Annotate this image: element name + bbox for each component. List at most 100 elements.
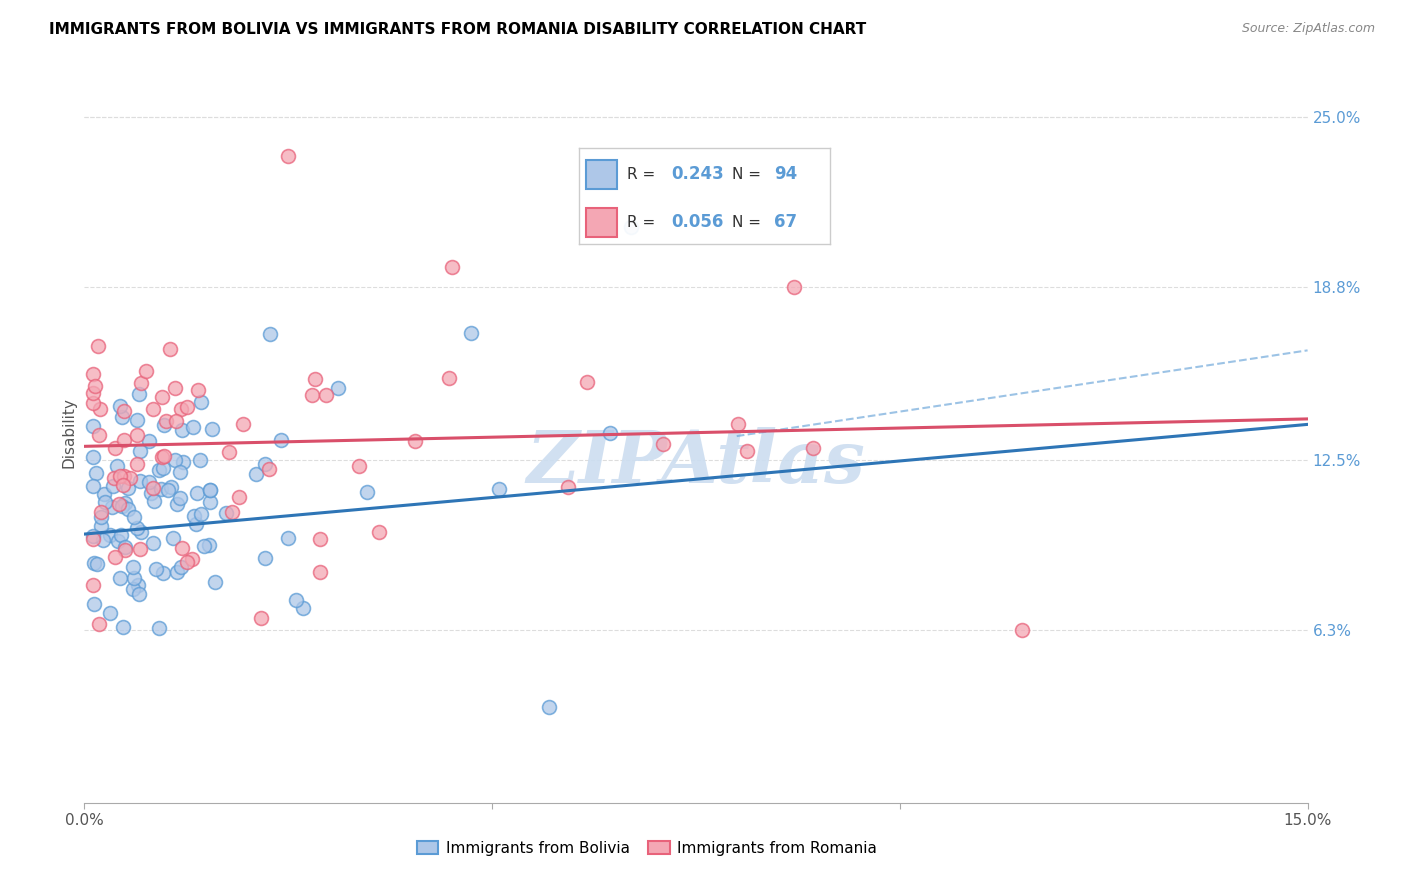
Y-axis label: Disability: Disability <box>60 397 76 468</box>
Point <box>129 376 152 391</box>
Point <box>170 423 193 437</box>
Point <box>82 418 104 433</box>
Point <box>186 485 208 500</box>
Point <box>148 463 170 477</box>
Point <box>145 562 167 576</box>
Point <box>460 326 482 341</box>
Text: N =: N = <box>731 167 766 182</box>
Point <box>254 458 277 472</box>
Point <box>138 475 160 489</box>
Text: 0.243: 0.243 <box>672 165 724 183</box>
Point <box>253 551 276 566</box>
Point <box>101 479 124 493</box>
Point <box>114 543 136 558</box>
Point <box>107 533 129 548</box>
Point <box>86 557 108 571</box>
Point <box>163 453 186 467</box>
Point <box>82 528 104 542</box>
Point <box>181 420 204 434</box>
Point <box>201 422 224 436</box>
Point <box>198 483 221 498</box>
Point <box>128 443 150 458</box>
Text: 94: 94 <box>775 165 797 183</box>
Point <box>170 541 193 555</box>
Point <box>117 501 139 516</box>
Point <box>122 571 145 585</box>
Point <box>135 364 157 378</box>
Point <box>128 587 150 601</box>
Point <box>326 381 349 395</box>
Point <box>186 517 208 532</box>
Point <box>129 475 152 489</box>
Text: R =: R = <box>627 167 659 182</box>
Point <box>153 417 176 432</box>
Point <box>200 495 222 509</box>
Point <box>232 417 254 432</box>
Point <box>111 500 134 514</box>
Point <box>127 578 149 592</box>
Point <box>127 413 149 427</box>
Point <box>228 490 250 504</box>
Point <box>128 541 150 556</box>
Point <box>172 455 194 469</box>
Point <box>82 478 104 492</box>
Point <box>308 532 330 546</box>
Point <box>93 487 115 501</box>
Point <box>308 565 330 579</box>
Point <box>404 434 426 448</box>
Text: 0.056: 0.056 <box>672 213 724 231</box>
Point <box>107 497 129 511</box>
Point <box>122 582 145 596</box>
Point <box>1011 623 1033 637</box>
Point <box>89 428 111 442</box>
Point <box>152 460 174 475</box>
Point <box>356 485 378 500</box>
Point <box>104 550 127 565</box>
Point <box>576 375 599 389</box>
Point <box>150 450 173 464</box>
FancyBboxPatch shape <box>586 160 616 188</box>
Point <box>165 414 187 428</box>
Point <box>176 555 198 569</box>
Point <box>112 469 135 483</box>
Point <box>347 458 370 473</box>
Point <box>108 571 131 585</box>
Point <box>141 536 163 550</box>
Point <box>111 620 134 634</box>
Point <box>127 457 149 471</box>
Point <box>105 459 128 474</box>
Point <box>190 394 212 409</box>
Point <box>166 497 188 511</box>
Point <box>108 469 131 483</box>
Point <box>90 505 112 519</box>
Point <box>803 441 825 455</box>
Point <box>112 404 135 418</box>
Point <box>91 533 114 548</box>
Text: N =: N = <box>731 215 766 230</box>
Point <box>221 505 243 519</box>
Point <box>129 524 152 539</box>
Point <box>108 399 131 413</box>
Point <box>125 521 148 535</box>
Point <box>104 441 127 455</box>
Point <box>257 462 280 476</box>
Point <box>259 327 281 342</box>
Point <box>139 486 162 500</box>
Point <box>315 388 337 402</box>
Point <box>218 445 240 459</box>
Point <box>112 434 135 448</box>
Point <box>143 494 166 508</box>
Point <box>98 528 121 542</box>
Point <box>156 483 179 497</box>
Point <box>82 367 104 381</box>
Point <box>180 552 202 566</box>
Point <box>82 450 104 464</box>
Point <box>86 467 108 481</box>
Point <box>125 428 148 442</box>
Point <box>735 444 758 458</box>
Point <box>270 434 292 448</box>
Point <box>439 371 461 385</box>
Point <box>150 482 173 496</box>
Point <box>176 401 198 415</box>
Point <box>122 510 145 524</box>
